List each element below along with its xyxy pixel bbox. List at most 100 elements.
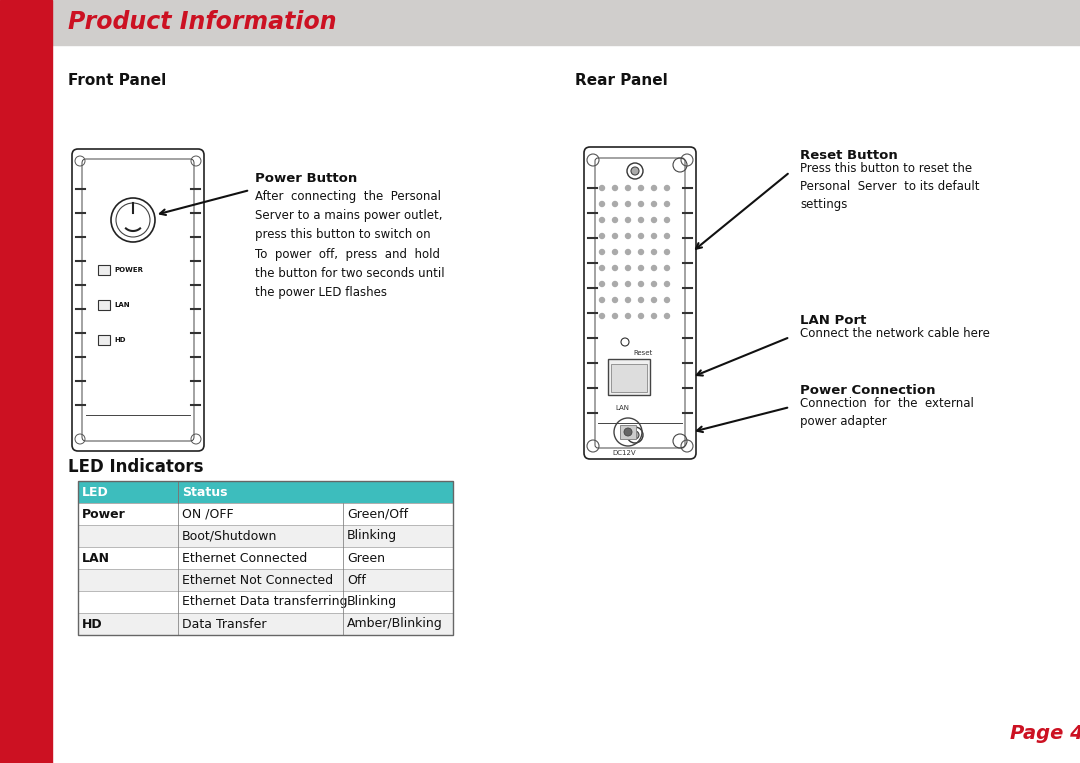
Bar <box>98 335 110 345</box>
Circle shape <box>625 266 631 271</box>
Circle shape <box>612 217 618 223</box>
Bar <box>78 481 453 503</box>
Circle shape <box>651 217 657 223</box>
Text: Blinking: Blinking <box>347 530 397 542</box>
Circle shape <box>625 282 631 286</box>
Circle shape <box>651 298 657 302</box>
Circle shape <box>625 250 631 255</box>
Circle shape <box>612 282 618 286</box>
Text: POWER: POWER <box>114 267 143 273</box>
Circle shape <box>651 266 657 271</box>
Text: Connection  for  the  external
power adapter: Connection for the external power adapte… <box>800 397 974 428</box>
Circle shape <box>599 266 605 271</box>
Text: Power: Power <box>82 507 125 520</box>
Circle shape <box>664 298 670 302</box>
Circle shape <box>664 185 670 191</box>
Text: Green: Green <box>347 552 384 565</box>
Bar <box>78 547 453 569</box>
Circle shape <box>599 314 605 318</box>
Text: Amber/Blinking: Amber/Blinking <box>347 617 443 630</box>
Circle shape <box>651 185 657 191</box>
Bar <box>620 425 636 439</box>
Circle shape <box>664 266 670 271</box>
Circle shape <box>612 266 618 271</box>
Circle shape <box>638 298 644 302</box>
Circle shape <box>599 185 605 191</box>
Text: Ethernet Connected: Ethernet Connected <box>183 552 307 565</box>
Bar <box>78 503 453 525</box>
Text: Green/Off: Green/Off <box>347 507 408 520</box>
Circle shape <box>631 431 639 439</box>
Circle shape <box>664 282 670 286</box>
Text: Ethernet Data transferring: Ethernet Data transferring <box>183 595 348 609</box>
FancyBboxPatch shape <box>72 149 204 451</box>
Text: HD: HD <box>114 337 125 343</box>
Text: Press this button to reset the
Personal  Server  to its default
settings: Press this button to reset the Personal … <box>800 162 980 211</box>
Circle shape <box>651 201 657 207</box>
Text: Connect the network cable here: Connect the network cable here <box>800 327 990 340</box>
Bar <box>78 591 453 613</box>
Bar <box>98 265 110 275</box>
Circle shape <box>625 217 631 223</box>
Circle shape <box>625 298 631 302</box>
Text: DC12V: DC12V <box>612 450 636 456</box>
Text: LED: LED <box>82 485 109 498</box>
Circle shape <box>625 233 631 239</box>
Circle shape <box>638 185 644 191</box>
Text: ON /OFF: ON /OFF <box>183 507 233 520</box>
Circle shape <box>651 314 657 318</box>
Circle shape <box>638 282 644 286</box>
Circle shape <box>625 185 631 191</box>
Text: After  connecting  the  Personal
Server to a mains power outlet,
press this butt: After connecting the Personal Server to … <box>255 190 443 241</box>
Text: Page 4: Page 4 <box>1010 724 1080 743</box>
Bar <box>78 613 453 635</box>
Text: LAN: LAN <box>114 302 130 308</box>
Circle shape <box>651 250 657 255</box>
FancyBboxPatch shape <box>584 147 696 459</box>
Bar <box>0 0 52 763</box>
Circle shape <box>612 185 618 191</box>
Bar <box>611 364 647 392</box>
Circle shape <box>612 201 618 207</box>
Circle shape <box>599 233 605 239</box>
Circle shape <box>625 314 631 318</box>
Circle shape <box>664 201 670 207</box>
Text: Off: Off <box>347 574 366 587</box>
Text: Boot/Shutdown: Boot/Shutdown <box>183 530 278 542</box>
Circle shape <box>599 217 605 223</box>
Bar <box>78 569 453 591</box>
Text: LAN Port: LAN Port <box>800 314 866 327</box>
Circle shape <box>612 250 618 255</box>
Circle shape <box>664 217 670 223</box>
Circle shape <box>599 201 605 207</box>
Bar <box>608 359 650 395</box>
Text: LAN: LAN <box>615 405 629 411</box>
Text: Front Panel: Front Panel <box>68 73 166 88</box>
Circle shape <box>664 250 670 255</box>
Text: HD: HD <box>82 617 103 630</box>
Circle shape <box>631 167 639 175</box>
Circle shape <box>625 201 631 207</box>
Circle shape <box>638 201 644 207</box>
Circle shape <box>624 428 632 436</box>
Circle shape <box>612 233 618 239</box>
Circle shape <box>612 314 618 318</box>
Text: Reset: Reset <box>633 350 652 356</box>
Bar <box>0 0 1080 45</box>
Circle shape <box>599 250 605 255</box>
Text: Reset Button: Reset Button <box>800 149 897 162</box>
Text: To  power  off,  press  and  hold
the button for two seconds until
the power LED: To power off, press and hold the button … <box>255 248 445 299</box>
Bar <box>98 300 110 310</box>
Text: Data Transfer: Data Transfer <box>183 617 267 630</box>
Circle shape <box>664 314 670 318</box>
Text: LED Indicators: LED Indicators <box>68 458 203 476</box>
Circle shape <box>651 233 657 239</box>
Text: Power Button: Power Button <box>255 172 357 185</box>
Bar <box>78 525 453 547</box>
Circle shape <box>599 282 605 286</box>
Bar <box>78 481 453 635</box>
Text: Blinking: Blinking <box>347 595 397 609</box>
Text: Power Connection: Power Connection <box>800 384 935 397</box>
Circle shape <box>638 217 644 223</box>
Circle shape <box>651 282 657 286</box>
